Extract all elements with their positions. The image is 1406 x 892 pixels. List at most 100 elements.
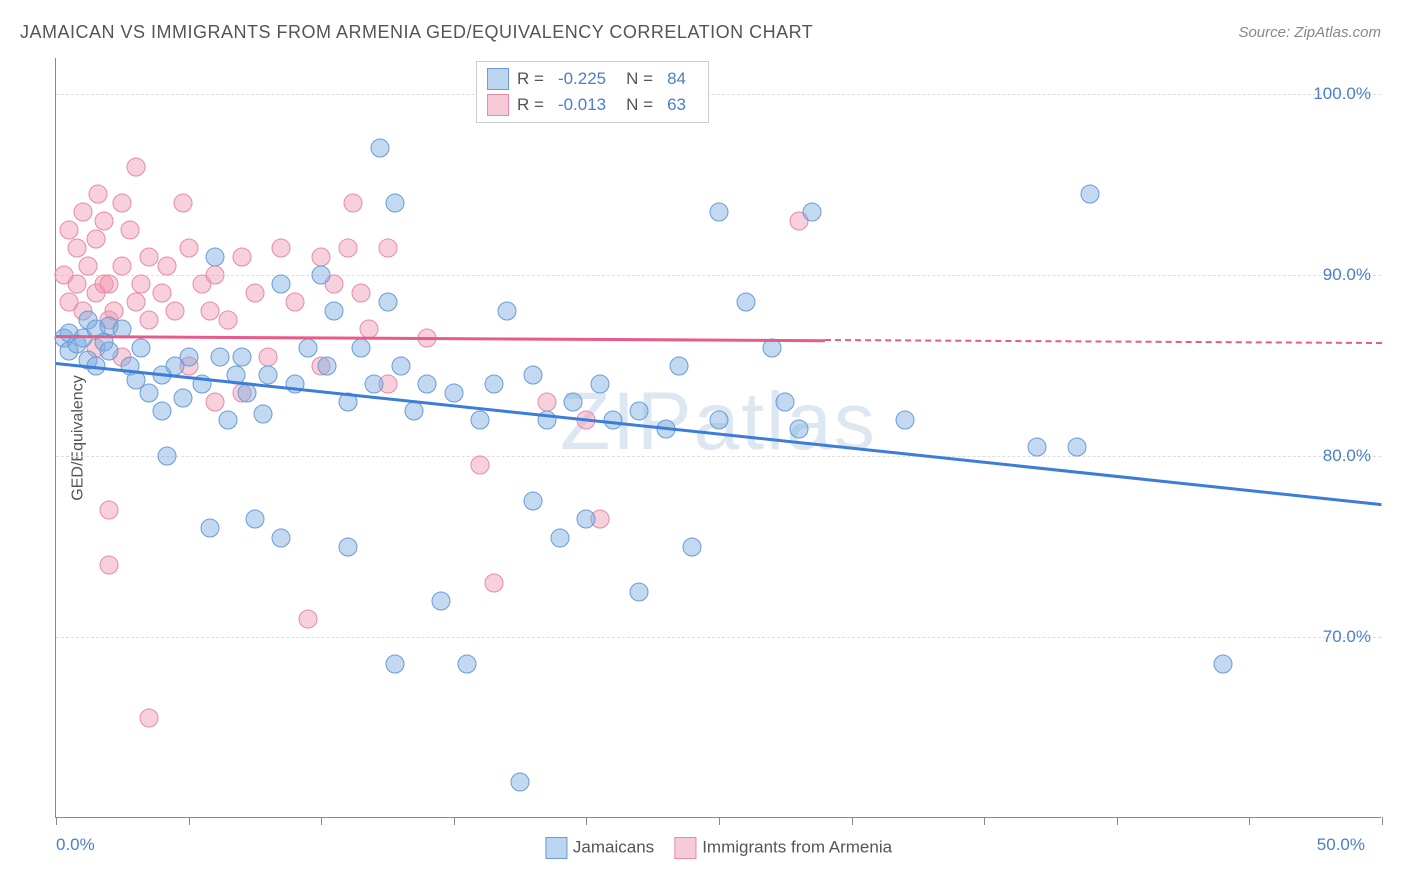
scatter-point xyxy=(564,392,583,411)
scatter-point xyxy=(386,655,405,674)
trend-line-dashed xyxy=(825,339,1382,344)
scatter-point xyxy=(405,401,424,420)
scatter-point xyxy=(206,248,225,267)
source-label: Source: ZipAtlas.com xyxy=(1238,24,1381,41)
scatter-point xyxy=(206,266,225,285)
scatter-point xyxy=(471,410,490,429)
scatter-point xyxy=(78,257,97,276)
x-tick xyxy=(1117,817,1118,825)
scatter-point xyxy=(139,383,158,402)
legend-n-value-0: 84 xyxy=(667,69,686,89)
scatter-point xyxy=(158,257,177,276)
scatter-point xyxy=(577,510,596,529)
scatter-point xyxy=(100,501,119,520)
scatter-point xyxy=(68,275,87,294)
scatter-point xyxy=(312,266,331,285)
scatter-point xyxy=(386,193,405,212)
scatter-point xyxy=(484,374,503,393)
legend-swatch-pink xyxy=(487,94,509,116)
x-tick xyxy=(321,817,322,825)
scatter-point xyxy=(100,342,119,361)
scatter-point xyxy=(200,519,219,538)
scatter-point xyxy=(351,284,370,303)
scatter-point xyxy=(179,347,198,366)
scatter-point xyxy=(113,257,132,276)
scatter-point xyxy=(497,302,516,321)
legend-bottom-label-0: Jamaicans xyxy=(573,837,654,856)
scatter-point xyxy=(590,374,609,393)
scatter-point xyxy=(139,709,158,728)
scatter-point xyxy=(484,573,503,592)
scatter-point xyxy=(683,537,702,556)
scatter-point xyxy=(219,410,238,429)
scatter-point xyxy=(458,655,477,674)
legend-swatch-pink-icon xyxy=(674,837,696,859)
scatter-point xyxy=(338,537,357,556)
x-tick xyxy=(984,817,985,825)
grid-line xyxy=(56,275,1381,276)
legend-bottom: Jamaicans Immigrants from Armenia xyxy=(545,837,892,859)
legend-swatch-blue xyxy=(487,68,509,90)
scatter-point xyxy=(219,311,238,330)
scatter-point xyxy=(126,293,145,312)
legend-bottom-label-1: Immigrants from Armenia xyxy=(702,837,892,856)
scatter-point xyxy=(272,239,291,258)
x-tick xyxy=(189,817,190,825)
scatter-point xyxy=(139,311,158,330)
scatter-point xyxy=(60,220,79,239)
scatter-point xyxy=(630,582,649,601)
scatter-point xyxy=(206,392,225,411)
legend-r-label: R = xyxy=(517,95,544,115)
scatter-point xyxy=(312,248,331,267)
legend-row-armenia: R = -0.013 N = 63 xyxy=(487,92,698,118)
x-tick xyxy=(586,817,587,825)
trend-line xyxy=(56,362,1382,506)
scatter-point xyxy=(139,248,158,267)
legend-bottom-item-1: Immigrants from Armenia xyxy=(674,837,892,859)
scatter-point xyxy=(524,365,543,384)
x-axis-min: 0.0% xyxy=(56,835,95,855)
scatter-point xyxy=(365,374,384,393)
grid-line xyxy=(56,637,1381,638)
scatter-point xyxy=(1028,438,1047,457)
chart-title: JAMAICAN VS IMMIGRANTS FROM ARMENIA GED/… xyxy=(20,22,813,43)
scatter-point xyxy=(113,193,132,212)
scatter-point xyxy=(1213,655,1232,674)
legend-n-label: N = xyxy=(626,69,653,89)
scatter-point xyxy=(94,211,113,230)
y-axis-title: GED/Equivalency xyxy=(70,375,88,500)
scatter-point xyxy=(378,239,397,258)
scatter-point xyxy=(298,609,317,628)
scatter-point xyxy=(444,383,463,402)
scatter-point xyxy=(174,389,193,408)
scatter-point xyxy=(158,447,177,466)
scatter-point xyxy=(73,202,92,221)
y-tick-label: 90.0% xyxy=(1323,265,1371,285)
scatter-point xyxy=(179,239,198,258)
scatter-point xyxy=(100,275,119,294)
scatter-point xyxy=(431,591,450,610)
scatter-point xyxy=(68,239,87,258)
scatter-point xyxy=(259,365,278,384)
scatter-point xyxy=(524,492,543,511)
scatter-point xyxy=(232,248,251,267)
scatter-point xyxy=(370,139,389,158)
scatter-point xyxy=(511,772,530,791)
x-tick xyxy=(1382,817,1383,825)
legend-n-label: N = xyxy=(626,95,653,115)
grid-line xyxy=(56,94,1381,95)
scatter-point xyxy=(789,419,808,438)
legend-swatch-blue-icon xyxy=(545,837,567,859)
x-tick xyxy=(56,817,57,825)
legend-r-label: R = xyxy=(517,69,544,89)
scatter-point xyxy=(630,401,649,420)
legend-r-value-0: -0.225 xyxy=(558,69,606,89)
scatter-point xyxy=(895,410,914,429)
scatter-point xyxy=(89,184,108,203)
y-tick-label: 80.0% xyxy=(1323,446,1371,466)
scatter-point xyxy=(317,356,336,375)
scatter-point xyxy=(237,383,256,402)
scatter-point xyxy=(325,302,344,321)
scatter-point xyxy=(378,293,397,312)
scatter-point xyxy=(174,193,193,212)
